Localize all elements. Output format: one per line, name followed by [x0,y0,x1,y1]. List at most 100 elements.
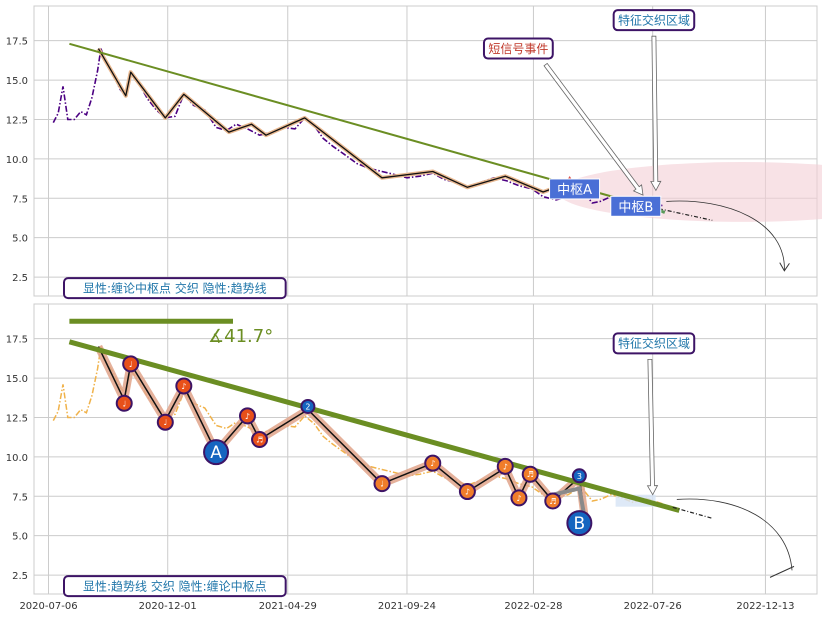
x-tick-label: 2022-07-26 [624,601,682,612]
feature-zone-label-text: 特征交织区域 [618,336,690,351]
angle-label: ∡41.7° [208,326,273,347]
marker-label: ♪ [465,488,470,497]
legend-label-box [63,575,287,598]
marker-circle [521,465,539,483]
x-tick-label: 2020-07-06 [19,601,77,612]
annotation-arrow [543,62,644,196]
zhongshu-a: 中枢A [549,178,601,200]
curved-arrow [676,498,793,571]
feature-zone-label-text: 特征交织区域 [618,13,690,28]
bottom-plot-area [33,303,818,595]
marker-circle [544,492,562,510]
y-tick-label: 15.0 [6,374,28,385]
marker-label: 3 [577,472,582,481]
marker-circle [238,407,256,425]
curved-arrow [666,200,784,271]
x-tick-label: 2021-09-24 [378,601,436,612]
marker-circle [566,510,593,537]
y-tick-label: 17.5 [6,335,28,346]
legend-label: 显性:缠论中枢点 交织 隐性:趋势线 [63,277,287,300]
marker-circle [203,439,230,466]
bi-point-marker: 3 [571,468,587,484]
marker-label: ♩ [122,399,126,408]
bottom-x-axis: 2020-07-06 2020-12-01 2021-04-29 2021-09-24… [19,601,794,612]
x-tick-label: 2022-12-13 [736,601,794,612]
marker-label: ♬ [256,436,263,445]
marker-label: A [210,443,222,463]
annotation-arrow [646,358,659,496]
short-signal-label: 短信号事件 [482,37,554,60]
marker-label: ♩ [163,418,167,427]
zhongshu-box [549,178,601,200]
y-tick-label: 15.0 [6,76,28,87]
marker-label: ♪ [430,459,435,468]
marker-label: ♬ [527,470,534,479]
curved-arrow-head [769,565,795,578]
feature-zone-label: 特征交织区域 [612,9,696,32]
legend-label: 显性:趋势线 交织 隐性:缠论中枢点 [63,575,287,598]
bi-point-marker: ♪ [175,377,193,395]
legend-label-box [63,277,287,300]
marker-label: ♪ [503,462,508,471]
legend-label-text: 显性:趋势线 交织 隐性:缠论中枢点 [83,578,267,593]
annotation-arrow [650,35,662,192]
bottom-panel: 2.5 5.0 7.5 10.0 12.5 15.0 17.5 2020-07-06 2020… [6,303,818,612]
y-tick-label: 2.5 [12,571,28,582]
bi-line-grey [552,485,587,521]
marker-label: 2 [305,402,310,411]
marker-circle [458,483,476,501]
marker-label: ♪ [245,412,250,421]
feature-zone-label-box [612,332,696,355]
marker-circle [510,489,528,507]
y-tick-label: 7.5 [12,194,28,205]
bi-point-marker: ♪ [510,489,528,507]
marker-label: ♪ [181,382,186,391]
bi-line [97,48,586,193]
short-signal-label-text: 短信号事件 [488,42,548,56]
marker-circle [300,398,316,414]
y-tick-label: 10.0 [6,453,28,464]
marker-circle [251,431,269,449]
marker-label: B [574,514,586,534]
bi-point-marker: ♬ [544,492,562,510]
marker-circle [115,394,133,412]
bi-point-marker: ♬ [251,431,269,449]
marker-circle [496,457,514,475]
pivot-marker-b: B [566,510,593,537]
y-tick-label: 12.5 [6,115,28,126]
bi-point-marker: ♪ [458,483,476,501]
marker-circle [373,475,391,493]
y-tick-label: 12.5 [6,413,28,424]
bi-point-marker: ♪ [496,457,514,475]
top-plot-area [33,5,818,297]
short-signal-label-box [482,37,554,60]
x-tick-label: 2022-02-28 [504,601,562,612]
y-tick-label: 5.0 [12,234,28,245]
y-tick-label: 2.5 [12,273,28,284]
trend-line [69,42,624,201]
marker-label: ♬ [549,497,556,506]
x-tick-label: 2020-12-01 [139,601,197,612]
marker-circle [571,468,587,484]
marker-circle [175,377,193,395]
projection-line [672,506,713,519]
legend-label-text: 显性:缠论中枢点 交织 隐性:趋势线 [83,280,267,295]
marker-circle [122,355,140,373]
feature-zone-label-box [612,9,696,32]
bi-point-marker: ♩ [122,355,140,373]
bi-point-marker: ♪ [238,407,256,425]
y-tick-label: 10.0 [6,155,28,166]
bi-point-marker: ♩ [156,413,174,431]
y-tick-label: 5.0 [12,532,28,543]
feature-zone-label: 特征交织区域 [612,332,696,355]
top-y-axis: 2.5 5.0 7.5 10.0 12.5 15.0 17.5 [6,37,28,284]
bi-point-marker: ♬ [521,465,539,483]
y-tick-label: 7.5 [12,492,28,503]
marker-label: ♩ [129,360,133,369]
zhongshu-box [610,195,662,217]
bi-point-marker: ♩ [373,475,391,493]
bottom-y-axis: 2.5 5.0 7.5 10.0 12.5 15.0 17.5 [6,335,28,582]
